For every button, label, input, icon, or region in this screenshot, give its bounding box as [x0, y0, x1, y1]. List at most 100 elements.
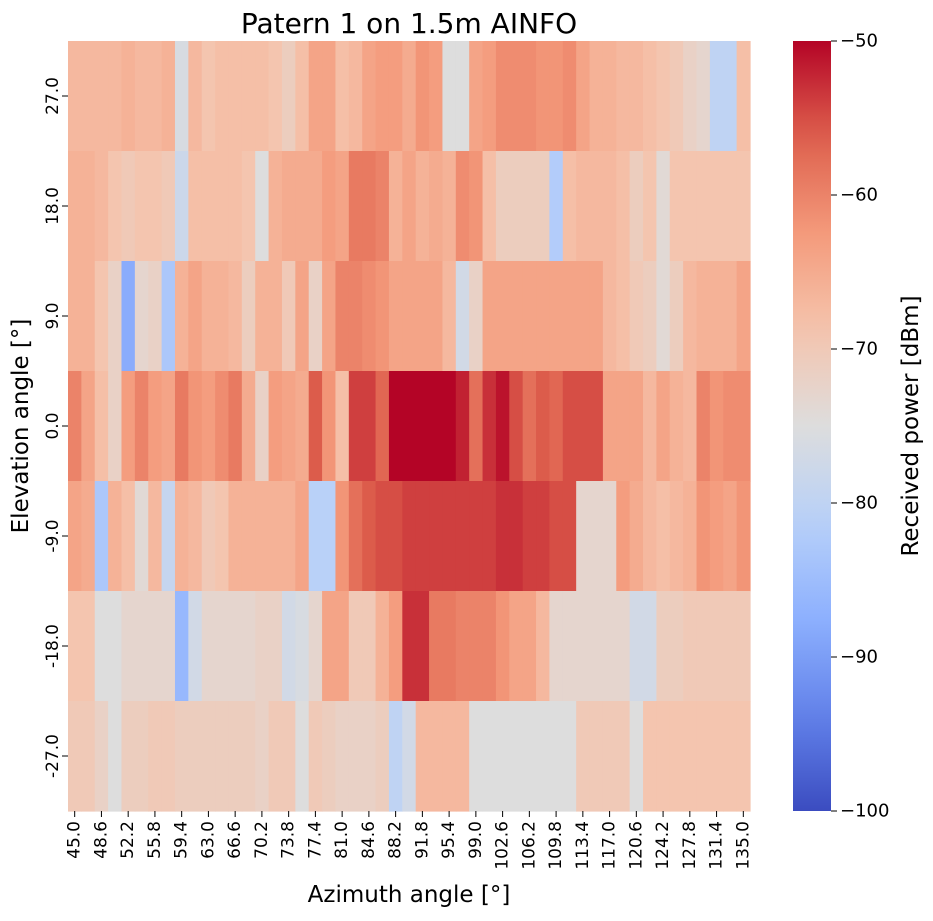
- heatmap-cell: [81, 151, 96, 262]
- heatmap-cell: [281, 481, 296, 592]
- heatmap-cell: [121, 591, 136, 702]
- heatmap-cell: [415, 481, 430, 592]
- heatmap-cell: [696, 261, 711, 372]
- heatmap-cell: [68, 591, 82, 702]
- heatmap-cell: [522, 261, 537, 372]
- heatmap-cell: [509, 371, 524, 482]
- heatmap-cell: [121, 701, 136, 812]
- heatmap-cell: [549, 701, 564, 812]
- x-tick-label: 81.0: [332, 821, 352, 859]
- heatmap-cell: [108, 151, 123, 262]
- heatmap-cell: [562, 371, 577, 482]
- heatmap-cell: [696, 41, 711, 152]
- heatmap-cell: [81, 701, 96, 812]
- heatmap-cell: [348, 371, 363, 482]
- heatmap-cell: [308, 41, 323, 152]
- heatmap-cell: [228, 371, 243, 482]
- heatmap-cell: [228, 481, 243, 592]
- y-axis-label: Elevation angle [°]: [8, 319, 34, 534]
- heatmap-cell: [268, 481, 283, 592]
- heatmap-cell: [602, 151, 617, 262]
- heatmap-cell: [295, 41, 310, 152]
- heatmap-cell: [295, 701, 310, 812]
- heatmap-cell: [121, 481, 136, 592]
- heatmap-cell: [375, 261, 390, 372]
- heatmap-cell: [602, 481, 617, 592]
- heatmap-cell: [348, 41, 363, 152]
- heatmap-cell: [482, 591, 497, 702]
- heatmap-cell: [174, 151, 189, 262]
- heatmap-cell: [415, 151, 430, 262]
- x-tick-label: 99.0: [466, 821, 486, 859]
- heatmap-cell: [696, 151, 711, 262]
- heatmap-cell: [495, 41, 510, 152]
- heatmap-cell: [442, 261, 457, 372]
- heatmap-cell: [683, 151, 698, 262]
- heatmap-cell: [375, 151, 390, 262]
- y-tick-label: 0.0: [43, 412, 63, 439]
- heatmap-cell: [629, 41, 644, 152]
- heatmap-cell: [562, 41, 577, 152]
- heatmap-cell: [709, 261, 724, 372]
- heatmap-cell: [388, 151, 403, 262]
- heatmap-cell: [562, 701, 577, 812]
- heatmap-cell: [148, 591, 163, 702]
- heatmap-cell: [495, 701, 510, 812]
- heatmap-cell: [589, 261, 604, 372]
- heatmap-cell: [308, 701, 323, 812]
- heatmap-cell: [94, 371, 109, 482]
- heatmap-cell: [736, 591, 751, 702]
- heatmap-cell: [723, 701, 738, 812]
- heatmap-cell: [134, 371, 149, 482]
- heatmap-cell: [362, 371, 377, 482]
- heatmap-cell: [241, 371, 256, 482]
- heatmap-cell: [522, 591, 537, 702]
- heatmap-cell: [629, 481, 644, 592]
- heatmap-cell: [536, 591, 551, 702]
- heatmap-cell: [509, 481, 524, 592]
- heatmap-cell: [228, 591, 243, 702]
- heatmap-cell: [322, 41, 337, 152]
- heatmap-cell: [562, 481, 577, 592]
- x-tick-label: 135.0: [733, 821, 753, 870]
- heatmap-cell: [736, 371, 751, 482]
- colorbar-tick-label: −100: [840, 801, 889, 822]
- heatmap-cell: [308, 371, 323, 482]
- heatmap-cell: [295, 371, 310, 482]
- heatmap-cell: [81, 591, 96, 702]
- x-tick-label: 77.4: [305, 821, 325, 859]
- heatmap-cell: [161, 701, 176, 812]
- x-tick-label: 55.8: [145, 821, 165, 859]
- heatmap-cell: [576, 591, 591, 702]
- heatmap-cell: [108, 591, 123, 702]
- x-tick-label: 48.6: [91, 821, 111, 859]
- heatmap-cell: [643, 151, 657, 262]
- heatmap-cell: [536, 371, 551, 482]
- heatmap-cell: [469, 261, 484, 372]
- heatmap-cell: [375, 481, 390, 592]
- x-tick-label: 95.4: [439, 821, 459, 859]
- heatmap-cell: [388, 261, 403, 372]
- heatmap-cell: [68, 701, 82, 812]
- heatmap-cell: [281, 41, 296, 152]
- heatmap-cell: [696, 701, 711, 812]
- heatmap-cell: [134, 261, 149, 372]
- heatmap-cell: [228, 261, 243, 372]
- heatmap-cell: [322, 151, 337, 262]
- heatmap-cell: [509, 41, 524, 152]
- heatmap-cell: [295, 261, 310, 372]
- heatmap-cell: [669, 41, 684, 152]
- heatmap-cell: [709, 41, 724, 152]
- heatmap-cell: [68, 481, 82, 592]
- heatmap-cell: [482, 151, 497, 262]
- heatmap-cell: [669, 591, 684, 702]
- x-tick-label: 131.4: [707, 821, 727, 870]
- heatmap-cell: [228, 701, 243, 812]
- heatmap-cell: [602, 701, 617, 812]
- heatmap-cell: [549, 261, 564, 372]
- x-tick-label: 91.8: [412, 821, 432, 859]
- heatmap-cell: [134, 41, 149, 152]
- heatmap-cells: [68, 41, 751, 812]
- heatmap-cell: [602, 371, 617, 482]
- heatmap-cell: [643, 481, 657, 592]
